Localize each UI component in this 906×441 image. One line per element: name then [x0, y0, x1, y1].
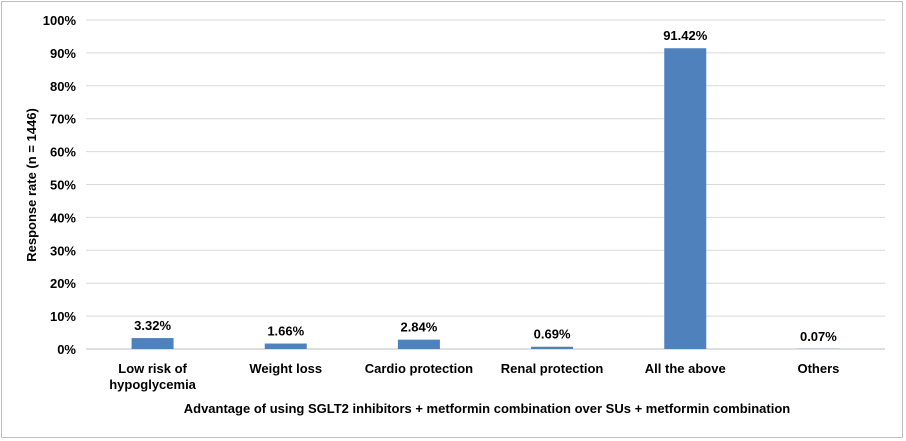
x-category-label-line: Low risk of: [118, 361, 187, 376]
y-tick-label: 40%: [50, 210, 76, 225]
y-tick-label: 80%: [50, 79, 76, 94]
bars: [131, 48, 840, 349]
bar: [664, 48, 707, 349]
data-label: 2.84%: [400, 320, 437, 335]
x-category-label-line: Others: [797, 361, 839, 376]
x-category-label: Renal protection: [501, 361, 604, 376]
x-category-label: Others: [797, 361, 839, 376]
x-category-label: Low risk of hypoglycemia: [109, 361, 196, 392]
y-tick-label: 100%: [43, 13, 77, 28]
data-label: 3.32%: [134, 318, 171, 333]
y-tick-label: 0%: [57, 342, 76, 357]
bar: [131, 338, 174, 349]
y-tick-label: 60%: [50, 145, 76, 160]
x-category-label-line: All the above: [645, 361, 726, 376]
y-tick-label: 70%: [50, 112, 76, 127]
y-tick-label: 50%: [50, 178, 76, 193]
data-labels: 3.32% 1.66% 2.84% 0.69% 91.42% 0.07%: [134, 28, 837, 344]
x-category-label: All the above: [645, 361, 726, 376]
y-tick-label: 90%: [50, 46, 76, 61]
data-label: 0.07%: [800, 329, 837, 344]
y-axis-title: Response rate (n = 1446): [24, 108, 39, 262]
bar: [397, 339, 440, 349]
y-tick-label: 30%: [50, 243, 76, 258]
x-category-label: Weight loss: [249, 361, 322, 376]
x-axis-title: Advantage of using SGLT2 inhibitors + me…: [184, 401, 791, 416]
y-tick-label: 20%: [50, 276, 76, 291]
y-tick-label: 10%: [50, 309, 76, 324]
y-axis-ticks: 0% 10% 20% 30% 40% 50% 60% 70% 80% 90% 100%: [43, 13, 77, 357]
bar: [531, 346, 574, 349]
x-category-label: Cardio protection: [365, 361, 473, 376]
x-axis-categories: Low risk of hypoglycemia Weight loss Cardio…: [109, 361, 839, 392]
bar: [264, 343, 307, 349]
x-category-label-line: Renal protection: [501, 361, 604, 376]
gridlines: [86, 19, 885, 350]
data-label: 1.66%: [267, 324, 304, 339]
x-category-label-line: Cardio protection: [365, 361, 473, 376]
x-category-label-line: Weight loss: [249, 361, 322, 376]
data-label: 0.69%: [534, 327, 571, 342]
x-category-label-line: hypoglycemia: [109, 377, 196, 392]
data-label: 91.42%: [663, 28, 708, 43]
